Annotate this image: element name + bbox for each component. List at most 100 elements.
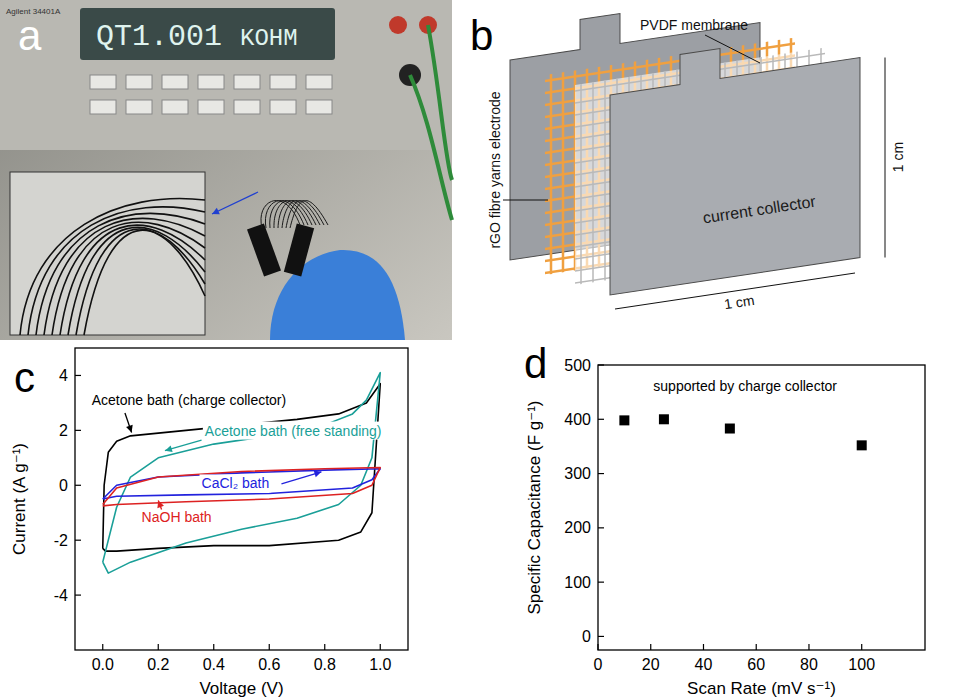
x-tick [213,644,214,650]
plot-frame [598,365,925,650]
y-tick [75,485,81,486]
label-patch [200,474,272,492]
cv-curve [103,467,381,505]
y-tick [598,473,604,474]
x-tick-label: 80 [800,656,818,673]
button [270,100,296,114]
annotations: Acetone bath (charge collector)Acetone b… [90,391,384,525]
y-tick [598,582,604,583]
height-label: 1 cm [890,142,906,172]
clip [284,224,314,277]
x-tick [324,644,325,650]
dimension-line [885,58,886,258]
display-reading: QT1.001 [96,20,222,54]
label-patch [90,391,289,409]
chart-annotation: supported by charge collector [653,378,837,394]
x-tick-label: 0.8 [314,656,336,673]
y-tick-label: 0 [59,477,68,494]
plot-frame [75,348,408,650]
panel-letter: c [14,354,35,401]
point [725,424,735,434]
y-tick-label: 4 [59,367,68,384]
y-tick [598,364,604,365]
button [126,75,152,89]
y-axis-title: Specific Capacitance (F g⁻¹) [525,401,544,615]
button [162,100,188,114]
y-tick [75,375,81,376]
width-label: 1 cm [723,292,755,312]
x-tick-label: 0.0 [92,656,114,673]
x-tick-label: 0.4 [203,656,225,673]
inset-fibre [68,227,205,335]
electrode-label: rGO fibre yarns electrode [487,91,503,248]
button [306,75,332,89]
label-patch [203,422,384,440]
display-unit: KOHM [240,25,298,52]
x-tick-label: 1.0 [369,656,391,673]
chart-0: 0.00.20.40.60.81.0-4-2024Voltage (V)Curr… [10,348,408,698]
membrane-label: PVDF membrane [640,17,748,33]
fibre [286,201,324,228]
y-tick-label: 2 [59,422,68,439]
arrow-head [126,425,133,433]
x-tick-label: 40 [695,656,713,673]
x-tick [380,644,381,650]
button [198,75,224,89]
inset-fibre [76,229,205,335]
button [234,75,260,89]
y-tick [75,430,81,431]
y-tick-label: 100 [564,574,591,591]
inset-fibre [60,225,205,335]
inset [10,172,205,335]
panel-letter: b [470,12,493,59]
inset-fibre [20,199,205,335]
y-tick-label: -2 [54,532,68,549]
y-tick [598,636,604,637]
x-tick [158,644,159,650]
arrow-head [212,208,220,214]
leader-line [503,200,548,201]
multimeter-display [80,8,335,60]
y-tick [75,540,81,541]
y-tick [75,594,81,595]
x-tick-label: 100 [848,656,875,673]
series-label: Acetone bath (charge collector) [92,392,287,408]
y-tick [598,527,604,528]
x-tick-label: 60 [747,656,765,673]
current-collector-plate [610,27,860,295]
plot-data [619,414,866,450]
x-tick [102,644,103,650]
clip [247,223,281,276]
button [162,75,188,89]
button [270,75,296,89]
button [90,75,116,89]
y-tick-label: 300 [564,465,591,482]
x-tick [756,644,757,650]
series-label: CaCl₂ bath [202,475,270,491]
button [126,100,152,114]
inset-fibre [44,218,205,335]
arrow-head [314,470,322,477]
inset-fibre [84,230,205,335]
panel-letter: d [524,340,547,387]
fibre [290,201,328,228]
x-tick-label: 0.6 [258,656,280,673]
leader-line [705,35,760,63]
x-tick [703,644,704,650]
label-patch [140,508,214,526]
inset-fibre [36,213,205,335]
x-axis-title: Scan Rate (mV s⁻¹) [687,679,836,698]
point [619,415,629,425]
inset-fibre [28,207,205,335]
y-axis-title: Current (A g⁻¹) [10,443,29,555]
series-label: NaOH bath [142,509,212,525]
button [198,100,224,114]
photo-panel: Agilent 34401AQT1.001KOHMa [0,0,452,340]
arrow-head [157,501,164,509]
button [306,100,332,114]
x-axis-title: Voltage (V) [199,679,283,698]
button [90,100,116,114]
x-tick [650,644,651,650]
chart-1: 0204060801000100200300400500Scan Rate (m… [524,340,925,698]
x-tick-label: 0 [594,656,603,673]
